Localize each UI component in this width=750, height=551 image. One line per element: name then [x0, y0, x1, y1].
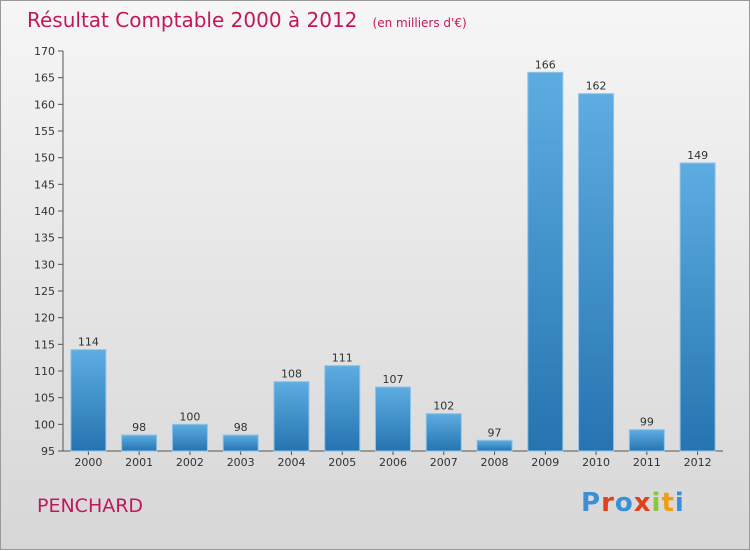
bar [121, 434, 158, 452]
bar-value-label: 166 [535, 58, 556, 71]
bar [324, 365, 361, 452]
bar-value-label: 98 [132, 421, 146, 434]
y-tick-label: 120 [34, 312, 55, 325]
x-tick-label: 2004 [277, 456, 305, 469]
logo-letter: x [633, 488, 652, 518]
y-tick-label: 130 [34, 258, 55, 271]
y-tick-label: 95 [41, 445, 55, 458]
bar-value-label: 111 [332, 352, 353, 365]
chart-title: Résultat Comptable 2000 à 2012 [27, 8, 358, 32]
bar [476, 439, 513, 452]
bar [628, 429, 665, 452]
commune-name: PENCHARD [37, 495, 144, 517]
chart-labels: 114 98 100 98 108 111 107 102 97 166 162 99 149 [78, 58, 708, 439]
x-tick-label: 2011 [633, 456, 661, 469]
y-tick-label: 125 [34, 285, 55, 298]
bar [171, 423, 208, 452]
chart-unit: (en milliers d'€) [372, 16, 467, 30]
bar [527, 71, 564, 452]
y-tick-label: 105 [34, 392, 55, 405]
y-tick-label: 145 [34, 178, 55, 191]
x-tick-label: 2012 [684, 456, 712, 469]
proxiti-logo: Proxiti [581, 488, 685, 518]
chart-axes: 95 100 105 110 115 120 125 130 135 140 145 150 155 16… [34, 45, 723, 469]
bar-value-label: 162 [586, 80, 607, 93]
bar [273, 381, 310, 452]
x-tick-label: 2008 [481, 456, 509, 469]
y-tick-label: 135 [34, 232, 55, 245]
x-tick-label: 2007 [430, 456, 458, 469]
bar [425, 413, 462, 452]
bar-value-label: 97 [488, 426, 502, 439]
logo-letter: i [651, 488, 662, 518]
bar-value-label: 99 [640, 416, 654, 429]
chart-bars [70, 71, 716, 452]
chart-title-block: Résultat Comptable 2000 à 2012 (en milli… [27, 8, 467, 32]
bar [679, 162, 716, 452]
logo-letter: P [581, 488, 602, 518]
bar-value-label: 102 [433, 400, 454, 413]
y-tick-label: 165 [34, 72, 55, 85]
bar [222, 434, 259, 452]
x-tick-label: 2005 [328, 456, 356, 469]
x-tick-label: 2001 [125, 456, 153, 469]
bar-value-label: 108 [281, 368, 302, 381]
x-tick-label: 2003 [227, 456, 255, 469]
x-tick-label: 2009 [531, 456, 559, 469]
bar-value-label: 100 [179, 410, 200, 423]
x-tick-label: 2002 [176, 456, 204, 469]
bar-value-label: 107 [383, 373, 404, 386]
logo-letter: i [674, 488, 685, 518]
y-tick-label: 160 [34, 98, 55, 111]
bar [578, 93, 615, 452]
x-tick-label: 2000 [74, 456, 102, 469]
x-tick-label: 2006 [379, 456, 407, 469]
logo-letter: t [661, 488, 675, 518]
x-tick-label: 2010 [582, 456, 610, 469]
y-tick-label: 140 [34, 205, 55, 218]
y-tick-label: 155 [34, 125, 55, 138]
y-tick-label: 110 [34, 365, 55, 378]
bar-value-label: 98 [234, 421, 248, 434]
bar [70, 349, 107, 452]
y-tick-label: 150 [34, 152, 55, 165]
y-tick-label: 115 [34, 338, 55, 351]
y-tick-label: 170 [34, 45, 55, 58]
logo-letter: r [601, 488, 615, 518]
logo-letter: o [614, 488, 634, 518]
bar-value-label: 149 [687, 149, 708, 162]
y-tick-label: 100 [34, 418, 55, 431]
bar-value-label: 114 [78, 336, 99, 349]
bar [375, 386, 411, 452]
